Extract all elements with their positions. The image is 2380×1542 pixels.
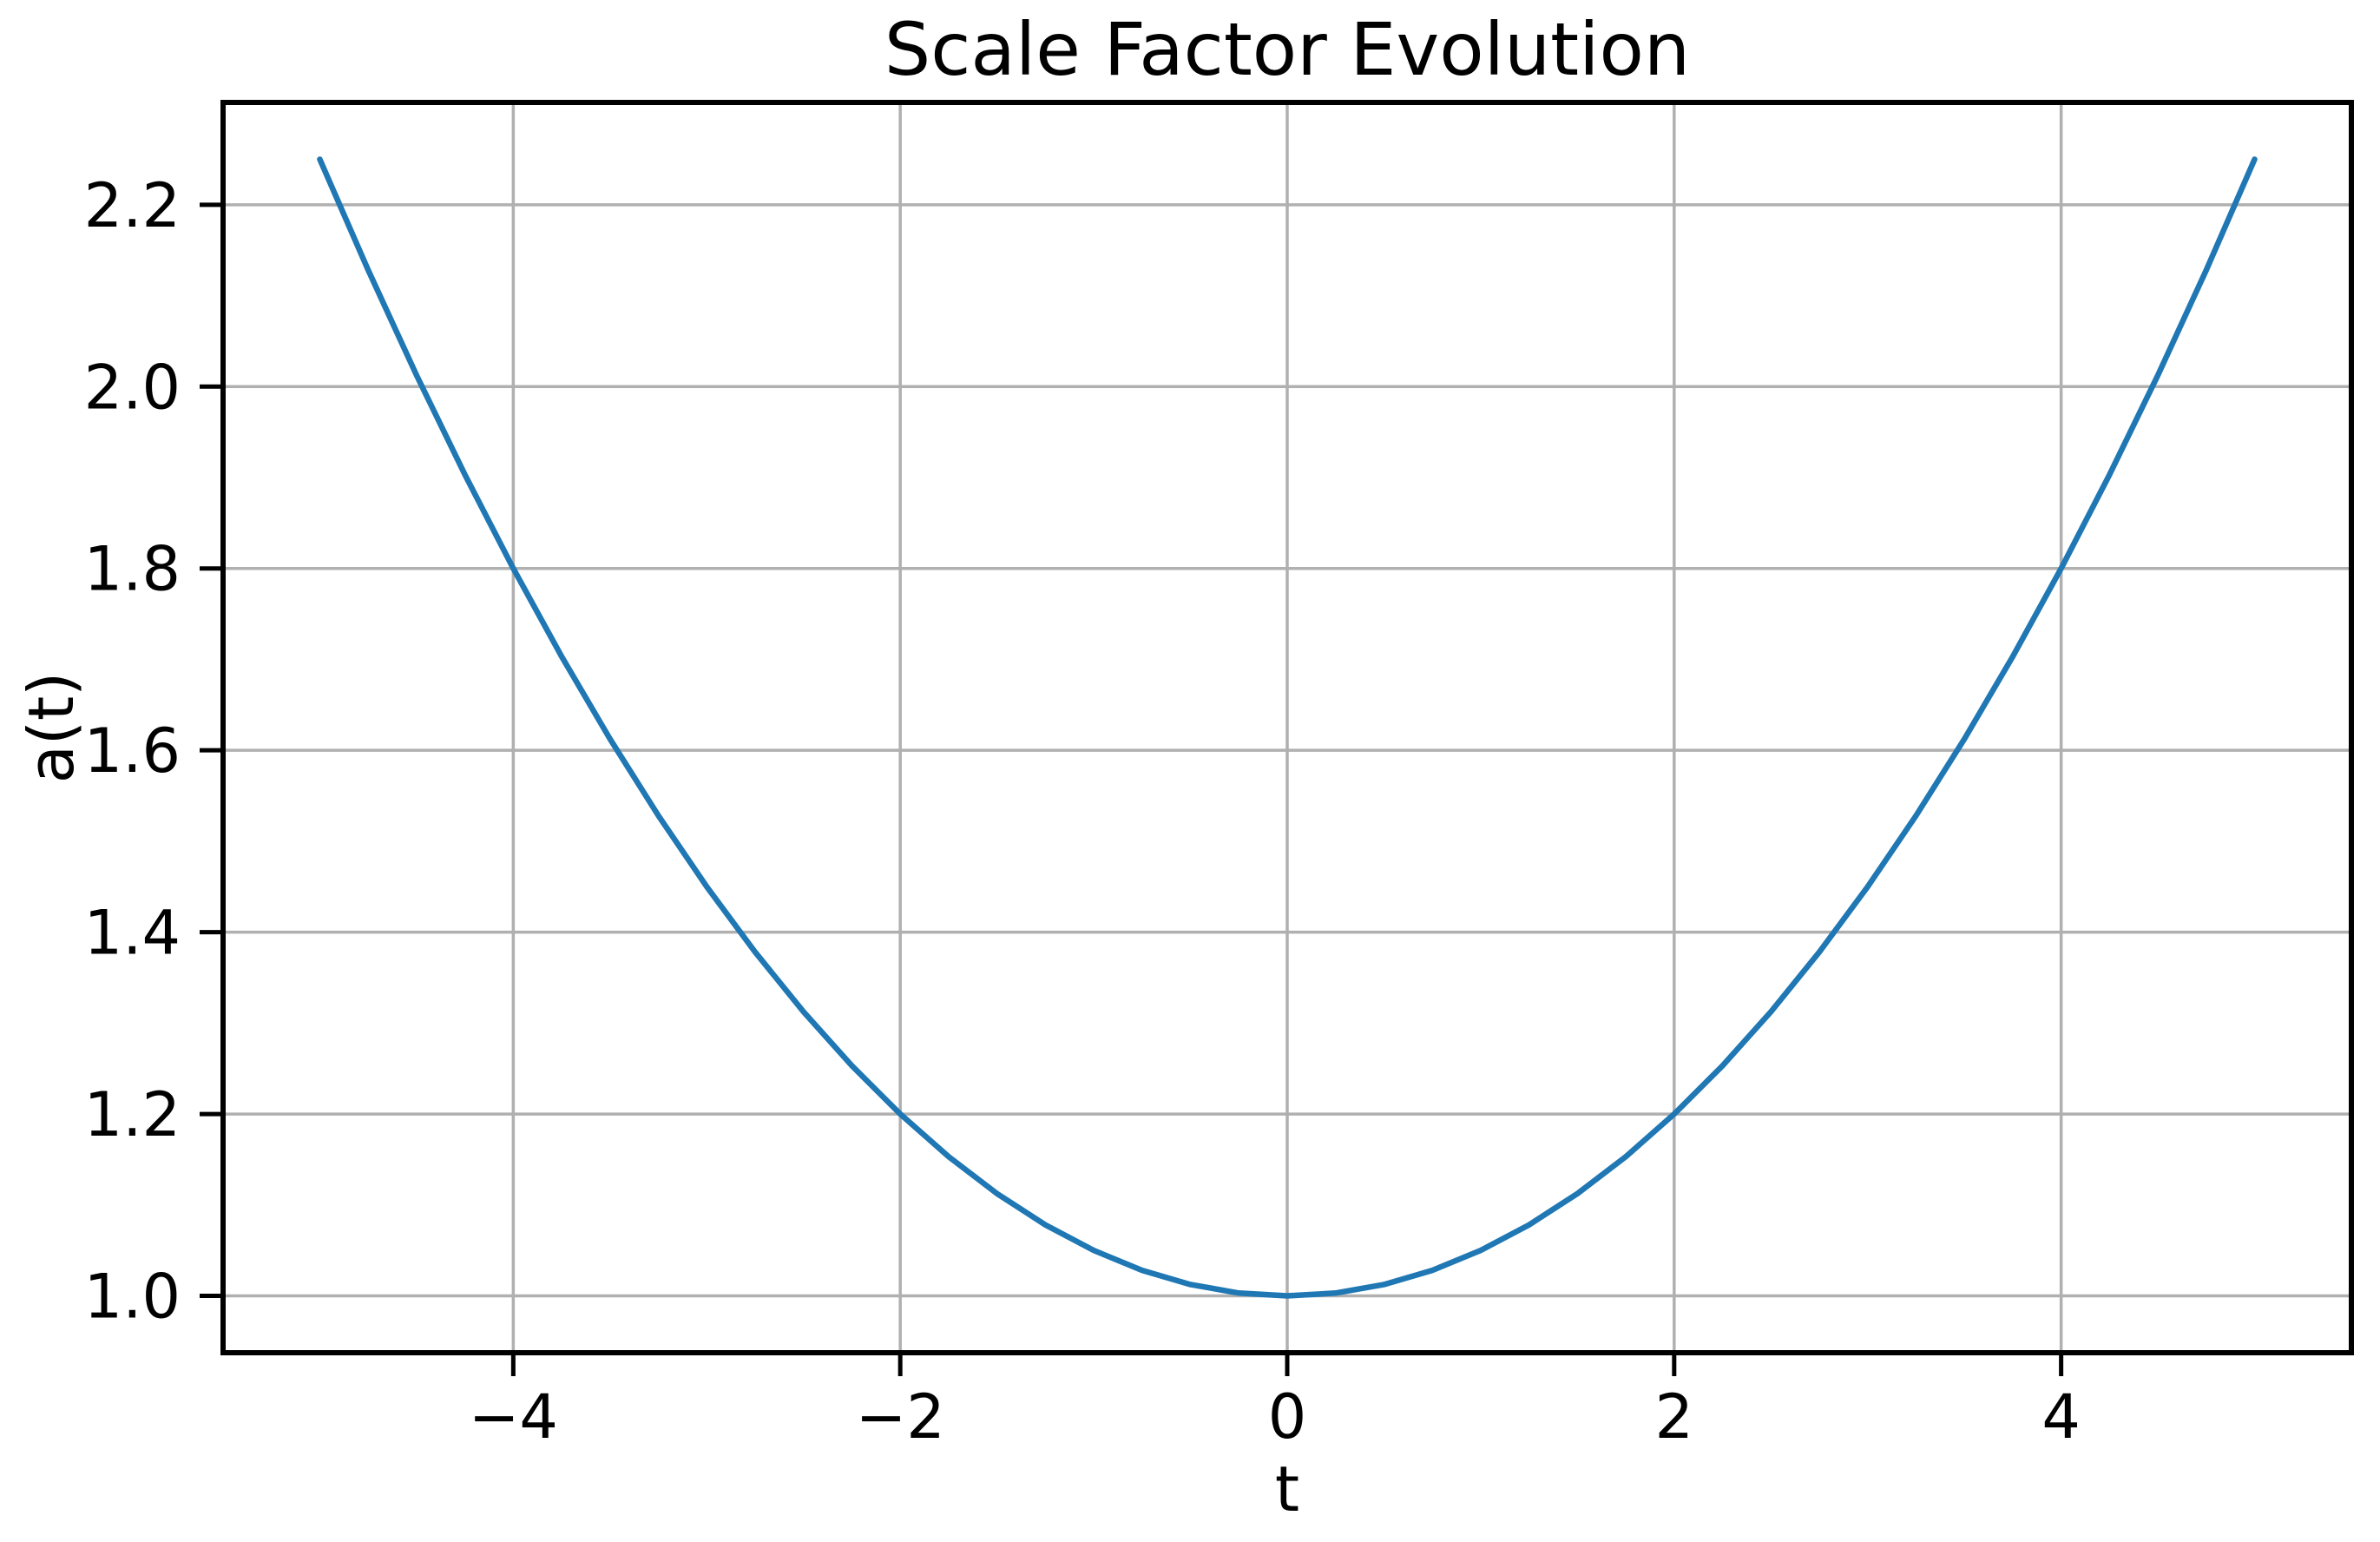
x-tick-label: 4: [2041, 1381, 2081, 1453]
grid-lines: [223, 102, 2351, 1353]
y-tick-label: 1.2: [84, 1079, 181, 1150]
y-axis-ticks: [200, 202, 223, 1299]
scale-factor-curve: [317, 156, 2258, 1299]
x-axis-tick-labels: −4 −2 0 2 4: [469, 1381, 2081, 1453]
y-tick-label: 2.2: [84, 170, 181, 241]
x-tick-label: 0: [1268, 1381, 1307, 1453]
y-tick-label: 1.0: [84, 1262, 181, 1333]
x-axis-label: t: [1275, 1453, 1299, 1526]
x-axis-ticks: [510, 1353, 2064, 1376]
x-tick-label: 2: [1655, 1381, 1694, 1453]
y-axis-label: a(t): [15, 672, 88, 784]
y-tick-label: 1.4: [84, 898, 181, 969]
y-tick-label: 2.0: [84, 352, 181, 423]
x-tick-label: −2: [856, 1381, 945, 1453]
y-tick-label: 1.8: [84, 534, 181, 605]
x-tick-label: −4: [469, 1381, 558, 1453]
y-tick-label: 1.6: [84, 715, 181, 787]
chart-title: Scale Factor Evolution: [884, 7, 1690, 92]
y-axis-tick-labels: 1.0 1.2 1.4 1.6 1.8 2.0 2.2: [84, 170, 181, 1333]
